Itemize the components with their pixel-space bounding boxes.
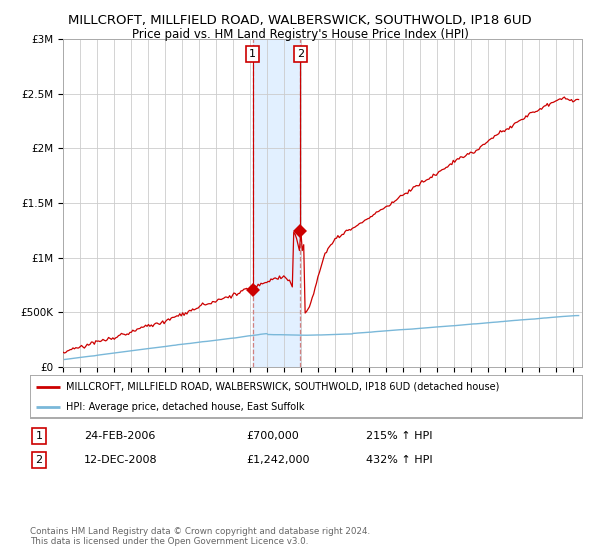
- Text: 215% ↑ HPI: 215% ↑ HPI: [366, 431, 433, 441]
- Text: 2: 2: [35, 455, 43, 465]
- Text: MILLCROFT, MILLFIELD ROAD, WALBERSWICK, SOUTHWOLD, IP18 6UD (detached house): MILLCROFT, MILLFIELD ROAD, WALBERSWICK, …: [66, 382, 499, 392]
- Text: 432% ↑ HPI: 432% ↑ HPI: [366, 455, 433, 465]
- Text: Price paid vs. HM Land Registry's House Price Index (HPI): Price paid vs. HM Land Registry's House …: [131, 28, 469, 41]
- Text: HPI: Average price, detached house, East Suffolk: HPI: Average price, detached house, East…: [66, 402, 304, 412]
- Text: 2: 2: [297, 49, 304, 59]
- Text: 24-FEB-2006: 24-FEB-2006: [84, 431, 155, 441]
- Bar: [253, 39, 301, 367]
- Text: £1,242,000: £1,242,000: [246, 455, 310, 465]
- Text: 1: 1: [249, 49, 256, 59]
- Text: MILLCROFT, MILLFIELD ROAD, WALBERSWICK, SOUTHWOLD, IP18 6UD: MILLCROFT, MILLFIELD ROAD, WALBERSWICK, …: [68, 14, 532, 27]
- Text: 1: 1: [35, 431, 43, 441]
- Text: £700,000: £700,000: [246, 431, 299, 441]
- Text: Contains HM Land Registry data © Crown copyright and database right 2024.
This d: Contains HM Land Registry data © Crown c…: [30, 526, 370, 546]
- Text: 12-DEC-2008: 12-DEC-2008: [84, 455, 158, 465]
